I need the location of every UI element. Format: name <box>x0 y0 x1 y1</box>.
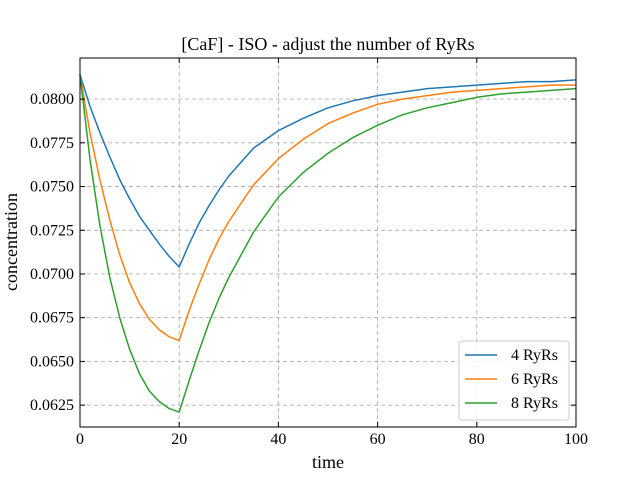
y-tick-label: 0.0800 <box>30 91 74 108</box>
series-group <box>79 74 577 413</box>
x-tick-label: 20 <box>171 431 187 448</box>
chart-title: [CaF] - ISO - adjust the number of RyRs <box>181 34 474 54</box>
y-tick-label: 0.0775 <box>30 135 74 152</box>
y-tick-label: 0.0700 <box>30 266 74 283</box>
x-axis-label: time <box>312 452 344 472</box>
legend: 4 RyRs 6 RyRs 8 RyRs <box>458 340 570 421</box>
series-line-8-ryrs <box>79 74 577 413</box>
x-tick-label: 80 <box>469 431 485 448</box>
plot-frame <box>79 57 577 428</box>
x-tick-label: 100 <box>564 431 588 448</box>
series-line-4-ryrs <box>79 74 577 268</box>
y-tick-label: 0.0625 <box>30 397 74 414</box>
legend-label: 6 RyRs <box>511 371 558 388</box>
y-tick-label: 0.0650 <box>30 353 74 370</box>
legend-label: 8 RyRs <box>511 395 558 412</box>
series-line-6-ryrs <box>79 74 576 342</box>
legend-label: 4 RyRs <box>511 347 558 364</box>
x-tick-label: 60 <box>370 431 386 448</box>
x-tick-label: 40 <box>270 431 286 448</box>
y-tick-label: 0.0675 <box>30 310 74 327</box>
y-tick-label: 0.0725 <box>30 222 74 239</box>
y-axis-label: concentration <box>1 193 21 291</box>
y-tick-label: 0.0750 <box>30 179 74 196</box>
legend-box <box>458 340 570 421</box>
axis-ticks: 0 20 40 60 80 100 0.0625 0.0650 0.0675 0.0700 0.07… <box>30 58 588 448</box>
x-tick-label: 0 <box>76 431 84 448</box>
